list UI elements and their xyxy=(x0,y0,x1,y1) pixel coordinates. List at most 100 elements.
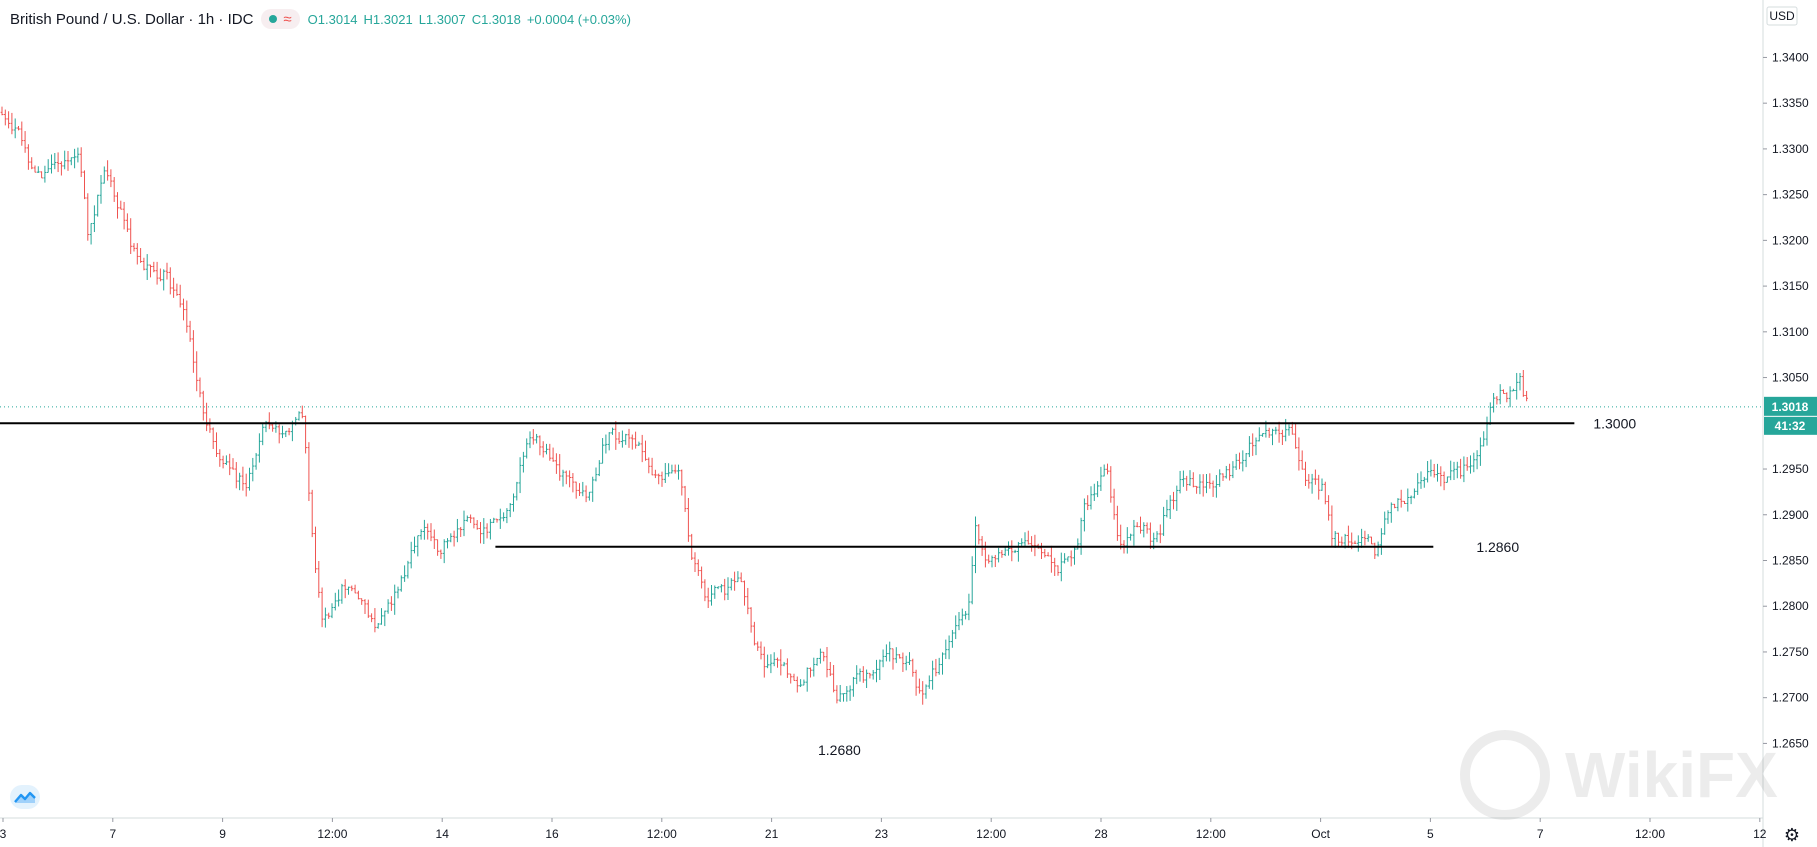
ohlc-bar xyxy=(1013,549,1017,554)
ohlc-bar xyxy=(343,579,347,599)
ohlc-bar xyxy=(337,589,340,607)
ohlc-bar xyxy=(1056,565,1060,576)
ohlc-bar xyxy=(324,607,327,628)
ohlc-bar xyxy=(987,554,991,564)
ohlc-bar xyxy=(1426,461,1429,483)
ohlc-bar xyxy=(1277,421,1281,443)
time-axis[interactable]: 3 7 9 12:00 14 16 12:00 21 23 12:00 28 12:00 Oct 5 7 12… xyxy=(0,817,1817,841)
ohlc-bar xyxy=(1376,541,1380,557)
ohlc-bar xyxy=(710,584,713,606)
ohlc-bar xyxy=(423,519,426,540)
gear-icon[interactable]: ⚙ xyxy=(1783,825,1801,845)
time-tick-label: 12:00 xyxy=(1635,827,1665,841)
logo-mark xyxy=(14,791,36,803)
ohlc-bar xyxy=(205,402,208,432)
ohlc-bar xyxy=(667,463,670,477)
symbol-title[interactable]: British Pound / U.S. Dollar · 1h · IDC xyxy=(10,10,254,28)
ohlc-bar xyxy=(911,658,915,677)
ohlc-bar xyxy=(564,470,568,485)
status-indicators[interactable]: ≈ xyxy=(261,9,300,29)
ohlc-bar xyxy=(79,147,83,178)
ohlc-bar xyxy=(941,652,944,675)
currency-label[interactable]: USD xyxy=(1769,9,1795,23)
ohlc-bar xyxy=(452,530,456,547)
time-tick-label: 12:00 xyxy=(1196,827,1226,841)
ohlc-bar xyxy=(1271,428,1274,446)
ohlc-bar xyxy=(914,669,918,696)
ohlc-bar xyxy=(304,415,307,454)
ohlc-bar xyxy=(13,118,17,139)
ohlc-bar xyxy=(33,165,37,173)
ohlc-bar xyxy=(584,485,588,503)
chart-legend: British Pound / U.S. Dollar · 1h · IDC ≈… xyxy=(10,9,631,29)
ohlc-bar xyxy=(1076,538,1080,550)
high-value: H1.3021 xyxy=(363,11,413,27)
ohlc-bar xyxy=(155,261,159,285)
ohlc-bar xyxy=(964,610,967,620)
ohlc-bar xyxy=(918,678,921,694)
ohlc-bar xyxy=(1449,460,1453,481)
ohlc-bar xyxy=(1145,522,1149,534)
ohlc-bar xyxy=(861,666,865,683)
ohlc-bar xyxy=(696,559,700,576)
ohlc-bar xyxy=(782,661,786,667)
price-tick-label: 1.3400 xyxy=(1772,50,1809,64)
ohlc-bar xyxy=(541,441,545,458)
ohlc-bar xyxy=(716,586,720,590)
ohlc-bar xyxy=(927,675,931,689)
ohlc-bar xyxy=(535,433,538,444)
price-tick-label: 1.2700 xyxy=(1772,691,1809,705)
horizontal-line-label: 1.2860 xyxy=(1476,539,1519,555)
annotation-label: 1.2680 xyxy=(818,742,861,758)
time-tick-label: 12:00 xyxy=(317,827,347,841)
ohlc-bar xyxy=(680,469,684,496)
ohlc-bar xyxy=(1406,488,1410,512)
ohlc-bar xyxy=(320,587,324,628)
ohlc-bar xyxy=(1429,459,1433,477)
ohlc-bar xyxy=(1010,540,1014,562)
ohlc-bar xyxy=(677,464,680,480)
ohlc-bar xyxy=(195,351,199,392)
ohlc-bar xyxy=(1043,548,1047,558)
ohlc-bar xyxy=(426,523,430,540)
time-tick-label: 5 xyxy=(1427,827,1434,841)
ohlc-bar xyxy=(1360,528,1363,548)
time-tick-label: Oct xyxy=(1311,827,1330,841)
ohlc-bar xyxy=(545,443,548,455)
ohlc-bar xyxy=(687,497,690,542)
ohlc-bar xyxy=(1452,461,1456,480)
ohlc-bar xyxy=(555,453,558,474)
ohlc-bar xyxy=(198,377,202,398)
ohlc-bar xyxy=(617,432,621,444)
tradingview-logo-icon[interactable] xyxy=(10,785,40,809)
ohlc-bar xyxy=(1363,530,1367,546)
time-tick-label: 12:00 xyxy=(976,827,1006,841)
ohlc-bar xyxy=(597,460,601,477)
ohlc-bar xyxy=(670,464,674,474)
ohlc-bar xyxy=(1323,481,1327,505)
ohlc-bar xyxy=(1241,450,1245,472)
ohlc-bar xyxy=(178,284,182,308)
ohlc-bar xyxy=(1083,498,1086,532)
ohlc-bar xyxy=(848,685,852,701)
ohlc-bar xyxy=(498,508,502,529)
ohlc-bar xyxy=(525,438,529,459)
ohlc-bar xyxy=(333,592,337,611)
ohlc-bar xyxy=(50,154,53,174)
ohlc-bar xyxy=(581,481,585,497)
ohlc-bar xyxy=(1030,536,1033,552)
price-axis[interactable]: 1.3400 1.3350 1.3300 1.3250 1.3200 1.3150 1.31… xyxy=(1762,0,1817,847)
ohlc-bar xyxy=(1317,474,1321,500)
ohlc-bar xyxy=(122,201,126,230)
ohlc-bar xyxy=(139,248,142,263)
ohlc-bar xyxy=(772,652,776,667)
ohlc-bar xyxy=(10,112,14,135)
ohlc-bar xyxy=(485,523,489,539)
ohlc-bar xyxy=(1386,510,1390,524)
ohlc-bar xyxy=(1347,525,1350,548)
ohlc-bar xyxy=(1403,500,1406,504)
ohlc-bars xyxy=(0,106,1528,705)
ohlc-bar xyxy=(1380,528,1383,555)
